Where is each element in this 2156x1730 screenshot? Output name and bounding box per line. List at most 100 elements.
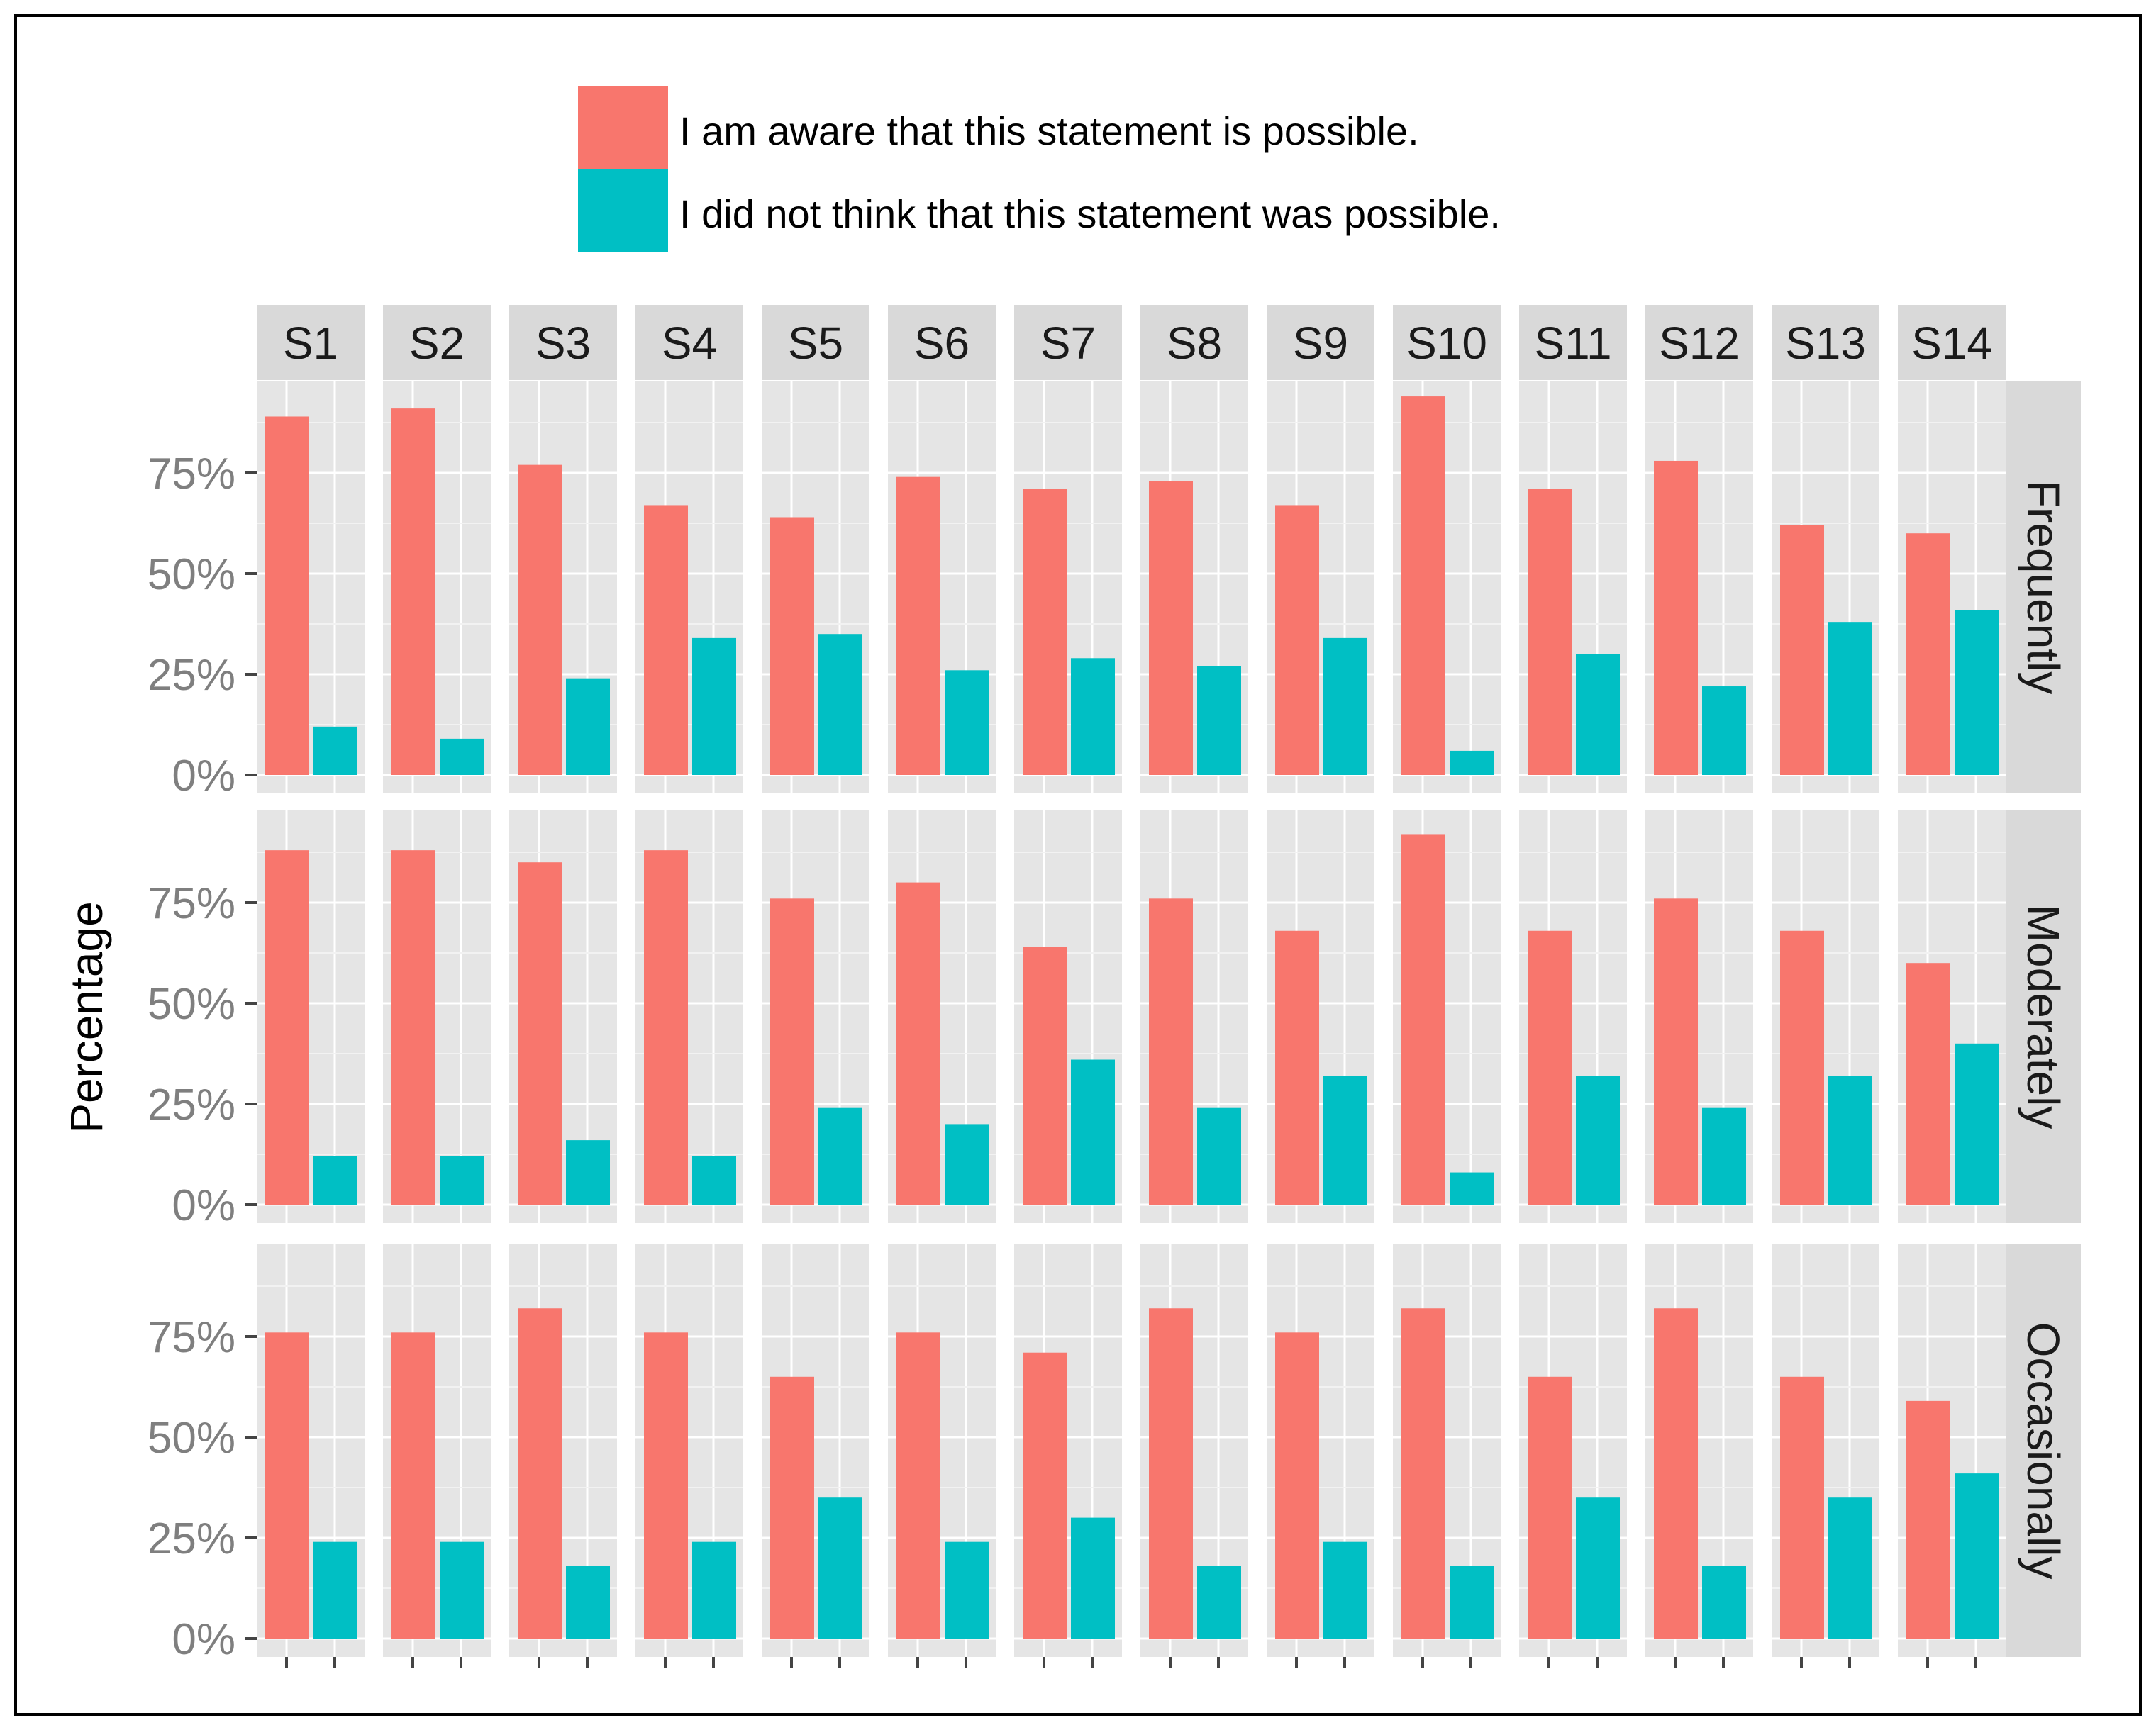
bar-aware — [265, 416, 309, 775]
bar-not-thought — [566, 678, 610, 775]
bar-not-thought — [313, 1541, 357, 1639]
bar-aware — [1149, 481, 1193, 775]
bar-not-thought — [1197, 1566, 1241, 1639]
column-strip — [1898, 305, 2006, 380]
bar-not-thought — [1071, 658, 1115, 775]
bar-not-thought — [1955, 1473, 1999, 1639]
bar-not-thought — [1071, 1517, 1115, 1639]
bar-not-thought — [313, 1156, 357, 1205]
bar-aware — [1528, 489, 1572, 775]
bar-not-thought — [1450, 750, 1494, 775]
bar-aware — [770, 517, 814, 775]
column-strip — [1393, 305, 1501, 380]
bar-aware — [1023, 1352, 1067, 1639]
bar-not-thought — [1450, 1566, 1494, 1639]
y-axes: 0% 25% 50% 75% 0% 25% 50% 75% 0% 25% 50% 75% — [148, 450, 257, 1664]
bar-not-thought — [1323, 637, 1367, 775]
bar-aware — [1275, 505, 1319, 775]
bar-aware — [1780, 930, 1824, 1205]
column-strip-label: S4 — [662, 318, 717, 369]
column-strip — [257, 305, 365, 380]
bar-aware — [644, 505, 688, 775]
bar-aware — [391, 850, 435, 1205]
legend: I am aware that this statement is possib… — [578, 86, 1501, 252]
bar-not-thought — [313, 726, 357, 775]
bar-aware — [1401, 1308, 1445, 1639]
bar-aware — [1780, 525, 1824, 775]
y-tick-label: 0% — [172, 1181, 235, 1230]
bar-aware — [1149, 898, 1193, 1205]
bar-aware — [1149, 1308, 1193, 1639]
bar-aware — [896, 882, 940, 1205]
bar-not-thought — [692, 1156, 736, 1205]
bar-aware — [1906, 963, 1950, 1205]
bar-aware — [1023, 947, 1067, 1205]
column-strip-label: S3 — [535, 318, 591, 369]
bar-aware — [391, 1332, 435, 1639]
bar-not-thought — [818, 634, 862, 775]
column-strip — [1014, 305, 1122, 380]
figure-frame: I am aware that this statement is possib… — [14, 14, 2142, 1716]
y-tick-label: 25% — [148, 1081, 235, 1129]
bar-not-thought — [1702, 1107, 1746, 1205]
column-strip — [1267, 305, 1374, 380]
legend-label-not-thought: I did not think that this statement was … — [679, 191, 1501, 236]
bar-not-thought — [1955, 1043, 1999, 1205]
column-strip — [1519, 305, 1627, 380]
legend-swatch-not-thought — [578, 169, 668, 252]
bar-not-thought — [440, 1541, 484, 1639]
row-strip — [2006, 810, 2081, 1223]
bar-not-thought — [818, 1497, 862, 1639]
row-strip — [2006, 381, 2081, 793]
bar-aware — [265, 1332, 309, 1639]
bar-aware — [1023, 489, 1067, 775]
faceted-bar-chart: I am aware that this statement is possib… — [61, 86, 2081, 1668]
row-strip-label: Frequently — [2018, 480, 2069, 694]
row-strips: Frequently Moderately Occasionally — [2006, 381, 2081, 1657]
column-strip-label: S2 — [409, 318, 465, 369]
row-strip-label: Moderately — [2018, 905, 2069, 1129]
column-strip-label: S1 — [283, 318, 338, 369]
bar-not-thought — [1450, 1172, 1494, 1205]
bar-aware — [1528, 1376, 1572, 1639]
bar-not-thought — [1955, 610, 1999, 775]
bar-aware — [1401, 396, 1445, 775]
bar-not-thought — [1702, 1566, 1746, 1639]
column-strip-label: S9 — [1293, 318, 1348, 369]
bar-aware — [391, 408, 435, 775]
bar-aware — [644, 1332, 688, 1639]
column-strip — [635, 305, 743, 380]
bar-not-thought — [945, 670, 989, 775]
y-axis-label: Percentage — [61, 901, 112, 1133]
y-tick-label: 75% — [148, 1313, 235, 1362]
y-tick-label: 75% — [148, 450, 235, 498]
bar-aware — [1654, 460, 1698, 775]
column-strip-label: S12 — [1659, 318, 1740, 369]
bar-not-thought — [1828, 622, 1872, 775]
bar-not-thought — [1576, 654, 1620, 775]
column-strip — [509, 305, 617, 380]
bar-aware — [644, 850, 688, 1205]
bar-not-thought — [1576, 1076, 1620, 1205]
column-strip-label: S6 — [914, 318, 969, 369]
bar-aware — [896, 1332, 940, 1639]
column-strip-label: S11 — [1534, 318, 1611, 369]
bar-aware — [1275, 1332, 1319, 1639]
bar-not-thought — [818, 1107, 862, 1205]
bar-not-thought — [1323, 1541, 1367, 1639]
bar-not-thought — [1828, 1076, 1872, 1205]
bar-not-thought — [566, 1140, 610, 1205]
row-strip — [2006, 1244, 2081, 1657]
bar-not-thought — [1702, 686, 1746, 775]
bar-not-thought — [440, 738, 484, 775]
bar-not-thought — [692, 637, 736, 775]
y-tick-label: 25% — [148, 1514, 235, 1563]
column-strip-label: S8 — [1167, 318, 1222, 369]
column-strip — [383, 305, 491, 380]
column-strips: S1 S2 S3 S4 S5 S6 S7 S8 S9 S10 S11 S12 S13 S14 — [257, 305, 2006, 380]
bar-not-thought — [945, 1541, 989, 1639]
bar-not-thought — [1197, 1107, 1241, 1205]
bar-aware — [1401, 834, 1445, 1205]
column-strip — [1140, 305, 1248, 380]
bar-aware — [896, 476, 940, 775]
